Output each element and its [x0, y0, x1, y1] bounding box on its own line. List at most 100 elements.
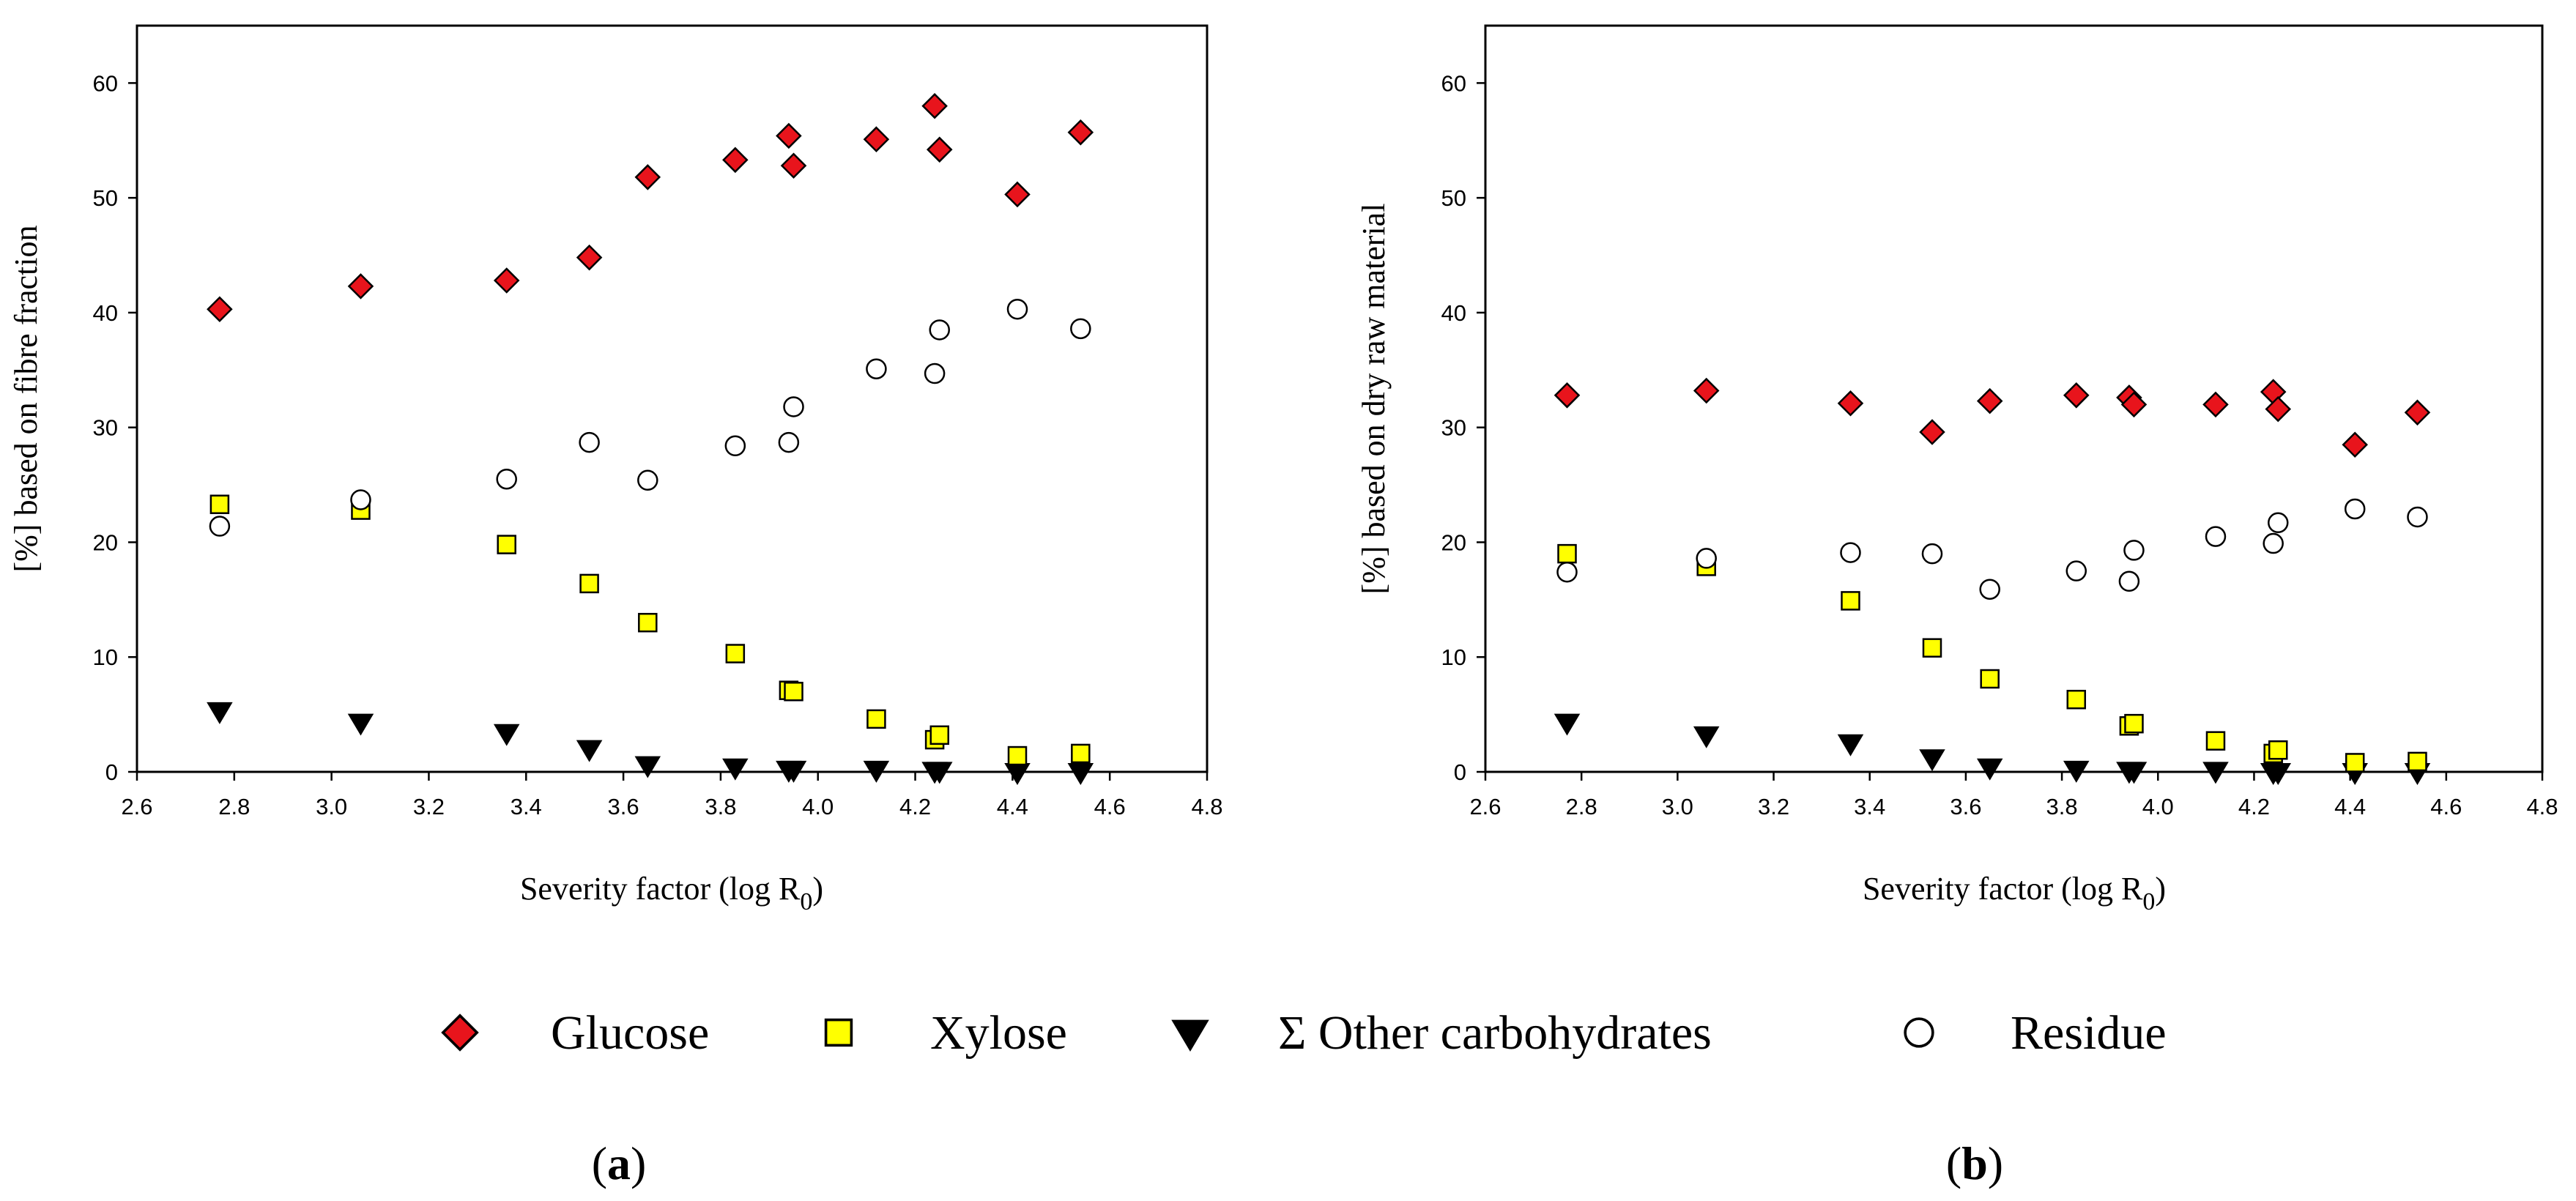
data-point-triangle-down: [207, 702, 233, 724]
x-tick-label: 3.0: [316, 794, 347, 819]
legend-label: Xylose: [930, 1006, 1067, 1060]
plot-frame: [136, 24, 1209, 773]
data-point-diamond: [1067, 119, 1094, 146]
data-point-square: [579, 573, 599, 594]
x-tick-label: 4.2: [2238, 794, 2270, 819]
x-tick-label: 3.4: [1854, 794, 1885, 819]
x-tick-label: 2.6: [121, 794, 152, 819]
y-tick-label: 50: [1441, 185, 1466, 211]
data-point-circle: [1979, 579, 2000, 600]
data-point-triangle-down: [2265, 763, 2292, 785]
data-point-circle: [496, 468, 517, 490]
data-point-diamond: [2342, 431, 2368, 458]
legend-marker-circle: [1904, 1017, 1934, 1048]
data-point-circle: [2263, 532, 2284, 554]
data-point-square: [1841, 591, 1860, 611]
x-axis-label: Severity factor (log R0): [1863, 871, 2166, 915]
data-point-square: [2268, 740, 2288, 760]
data-point-square: [866, 709, 886, 729]
data-point-diamond: [1693, 377, 1720, 404]
data-point-diamond: [1554, 382, 1581, 409]
data-point-square: [784, 682, 803, 702]
data-point-diamond: [722, 146, 749, 174]
x-tick-label: 4.4: [2334, 794, 2366, 819]
legend-label: Residue: [2011, 1006, 2167, 1060]
panel-label: (b): [1946, 1137, 2003, 1189]
data-point-square: [929, 725, 949, 745]
data-point-square: [2408, 751, 2427, 772]
data-point-triangle-down: [863, 760, 890, 783]
panel-label-open: (: [1946, 1137, 1961, 1189]
data-point-triangle-down: [1554, 713, 1581, 736]
data-point-circle: [1696, 548, 1717, 569]
legend-label: Glucose: [551, 1006, 709, 1060]
panel-label: (a): [592, 1137, 647, 1189]
x-axis-label: Severity factor (log R0): [520, 871, 823, 915]
data-point-triangle-down: [1837, 734, 1864, 756]
data-point-triangle-down: [1693, 726, 1720, 748]
data-point-triangle-down: [576, 740, 603, 762]
panel-label-open: (: [592, 1137, 607, 1189]
data-point-square: [2345, 753, 2365, 773]
data-point-circle: [929, 319, 950, 341]
data-point-diamond: [863, 126, 890, 152]
data-point-triangle-down: [493, 724, 520, 746]
data-point-triangle-down: [1976, 758, 2003, 781]
data-point-circle: [637, 469, 658, 491]
data-point-circle: [2268, 512, 2289, 534]
data-point-square: [209, 494, 230, 514]
x-tick-label: 3.8: [705, 794, 736, 819]
y-tick-label: 40: [93, 300, 118, 326]
data-point-circle: [2118, 570, 2140, 592]
data-point-triangle-down: [2120, 762, 2148, 784]
data-point-diamond: [493, 267, 520, 294]
data-point-circle: [924, 362, 946, 384]
chart-panel-b: 2.6 2.8 3.0 3.2 3.4 3.6 3.8 4.0 4.2 4.4 4.6 4.8 0 10 2…: [1356, 24, 2558, 1189]
data-point-circle: [1921, 543, 1943, 565]
series-square: [1557, 543, 2427, 773]
data-point-circle: [866, 358, 887, 379]
data-point-diamond: [2063, 382, 2090, 409]
x-axis-label-subscript: 0: [2142, 888, 2155, 915]
x-tick-label: 4.0: [802, 794, 834, 819]
data-point-triangle-down: [2063, 760, 2090, 783]
data-point-circle: [350, 489, 371, 510]
series-triangle-down: [1554, 713, 2431, 785]
x-tick-label: 2.8: [218, 794, 250, 819]
data-point-triangle-down: [347, 713, 374, 736]
y-tick-label: 20: [1441, 529, 1466, 555]
data-point-circle: [579, 431, 600, 453]
x-tick-label: 3.4: [511, 794, 542, 819]
x-tick-label: 3.0: [1662, 794, 1693, 819]
series-square: [209, 494, 1091, 766]
y-tick-label: 30: [93, 415, 118, 441]
y-tick-label: 0: [1454, 759, 1466, 785]
data-point-circle: [1556, 561, 1578, 583]
data-point-square: [1071, 743, 1091, 764]
data-point-triangle-down: [722, 758, 749, 781]
y-tick-label: 30: [1441, 415, 1466, 441]
x-tick-label: 4.6: [2430, 794, 2462, 819]
y-axis-label: [%] based on fibre fraction: [8, 225, 44, 572]
data-point-square: [2066, 689, 2087, 710]
x-tick-label: 4.8: [2526, 794, 2558, 819]
panel-label-close: ): [631, 1137, 646, 1189]
data-point-circle: [209, 516, 231, 537]
data-point-diamond: [634, 164, 661, 190]
data-point-circle: [1070, 318, 1091, 340]
data-point-square: [725, 644, 746, 663]
plot-frame: [1484, 24, 2544, 773]
y-tick-label: 10: [1441, 644, 1466, 670]
x-tick-label: 3.2: [1758, 794, 1789, 819]
y-tick-label: 40: [1441, 300, 1466, 326]
y-axis-label: [%] based on dry raw material: [1356, 204, 1392, 595]
panel-label-letter: b: [1961, 1137, 1988, 1189]
x-tick-label: 4.8: [1191, 794, 1222, 819]
data-point-diamond: [1976, 387, 2003, 414]
data-point-square: [638, 612, 658, 633]
data-point-diamond: [2202, 391, 2229, 418]
data-point-circle: [2407, 506, 2428, 528]
data-point-diamond: [780, 152, 807, 179]
data-point-circle: [2065, 560, 2087, 581]
data-point-diamond: [921, 92, 948, 119]
